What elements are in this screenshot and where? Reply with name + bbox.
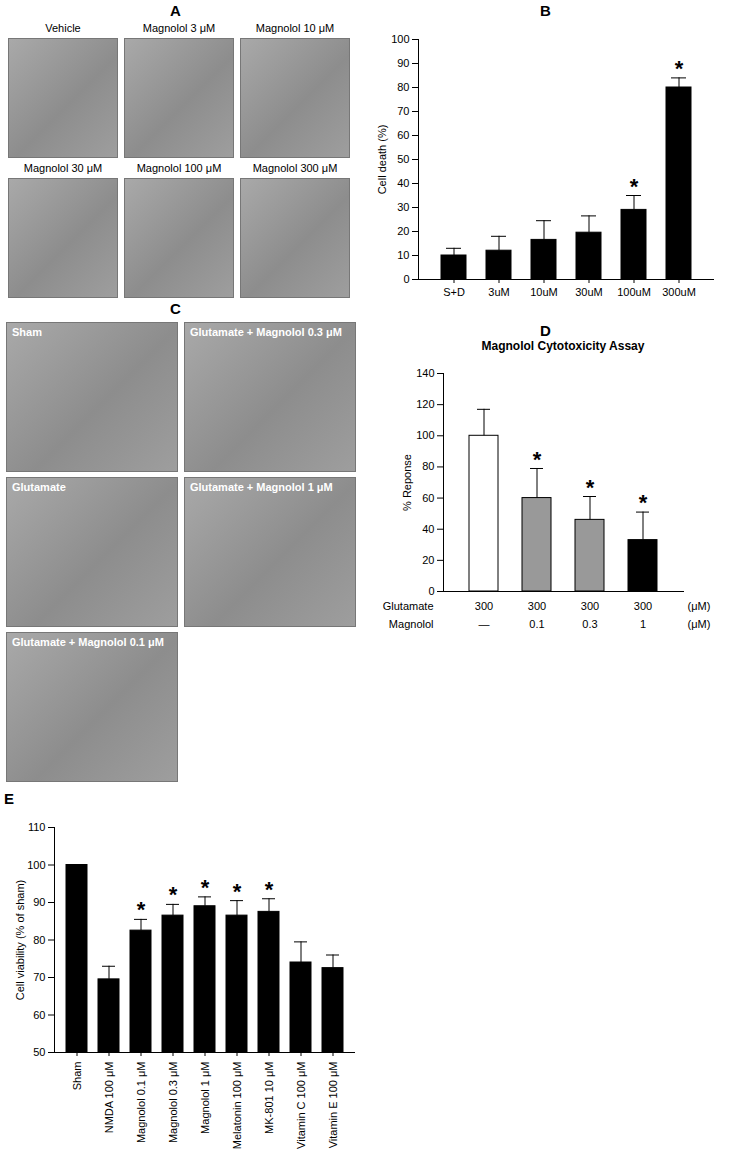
svg-text:50: 50 [397,153,409,165]
svg-text:30uM: 30uM [575,286,603,298]
svg-text:300: 300 [581,600,599,612]
svg-text:1: 1 [640,618,646,630]
svg-text:10: 10 [397,249,409,261]
svg-text:20: 20 [422,554,434,566]
svg-text:70: 70 [397,105,409,117]
svg-text:Cell viability (% of sham): Cell viability (% of sham) [14,880,26,1000]
svg-text:NMDA 100 μM: NMDA 100 μM [103,1062,115,1134]
html-text:Magnolol 10 μM: Magnolol 10 μM [255,22,335,34]
svg-text:0: 0 [428,585,434,597]
svg-text:40: 40 [397,177,409,189]
svg-text:Magnolol 0.3 μM: Magnolol 0.3 μM [167,1062,179,1144]
svg-text:Cell death (%): Cell death (%) [376,125,388,195]
html-text:Sham: Sham [12,326,42,338]
svg-text:*: * [533,447,542,472]
svg-text:*: * [137,897,146,922]
svg-text:Vitamin C 100 μM: Vitamin C 100 μM [295,1062,307,1149]
svg-text:0.3: 0.3 [582,618,597,630]
html-text:Magnolol Cytotoxicity Assay: Magnolol Cytotoxicity Assay [481,339,645,353]
svg-text:*: * [265,877,274,902]
svg-text:Melatonin 100 μM: Melatonin 100 μM [231,1062,243,1150]
svg-text:*: * [586,475,595,500]
svg-text:10uM: 10uM [530,286,558,298]
svg-text:20: 20 [397,225,409,237]
svg-text:Vitamin E 100 μM: Vitamin E 100 μM [327,1062,339,1149]
svg-text:100uM: 100uM [617,286,651,298]
svg-text:Magnolol 1 μM: Magnolol 1 μM [199,1062,211,1134]
html-text:A: A [170,2,181,19]
html-text:Glutamate + Magnolol 0.3 μM: Glutamate + Magnolol 0.3 μM [190,326,342,338]
svg-text:Sham: Sham [71,1062,83,1091]
html-text:B: B [540,2,551,19]
svg-text:Magnolol: Magnolol [389,618,434,630]
svg-text:140: 140 [416,367,434,379]
svg-text:100: 100 [27,859,45,871]
svg-text:MK-801 10 μM: MK-801 10 μM [263,1062,275,1134]
svg-text:300: 300 [475,600,493,612]
svg-text:30: 30 [397,201,409,213]
svg-text:—: — [479,618,490,630]
svg-text:60: 60 [422,492,434,504]
svg-text:300: 300 [634,600,652,612]
svg-text:% Reponse: % Reponse [401,454,413,511]
svg-text:300uM: 300uM [662,286,696,298]
svg-text:60: 60 [397,129,409,141]
svg-text:0: 0 [403,273,409,285]
svg-text:0.1: 0.1 [529,618,544,630]
html-text:C: C [170,300,181,317]
svg-text:80: 80 [33,934,45,946]
svg-text:110: 110 [28,821,46,833]
svg-text:100: 100 [391,33,409,45]
svg-text:Glutamate: Glutamate [383,600,434,612]
svg-text:Magnolol 0.1 μM: Magnolol 0.1 μM [135,1062,147,1144]
html-text:Glutamate + Magnolol 0.1 μM: Glutamate + Magnolol 0.1 μM [12,636,164,648]
svg-text:*: * [233,879,242,904]
svg-text:*: * [675,56,684,81]
svg-text:80: 80 [397,81,409,93]
svg-text:120: 120 [416,398,434,410]
svg-text:80: 80 [422,460,434,472]
svg-text:100: 100 [416,429,434,441]
html-text:D: D [540,322,551,339]
html-text:E: E [4,790,14,807]
svg-text:*: * [201,875,210,900]
html-text:Vehicle: Vehicle [45,22,81,34]
html-text:Glutamate + Magnolol 1 μM: Glutamate + Magnolol 1 μM [190,481,333,493]
svg-text:S+D: S+D [443,286,465,298]
svg-text:*: * [169,882,178,907]
svg-text:*: * [639,490,648,515]
svg-text:(μM): (μM) [688,600,711,612]
svg-text:50: 50 [33,1046,45,1058]
html-text:Magnolol 300 μM: Magnolol 300 μM [252,162,338,174]
svg-text:(μM): (μM) [688,618,711,630]
svg-text:300: 300 [528,600,546,612]
svg-text:60: 60 [33,1009,45,1021]
svg-text:40: 40 [422,523,434,535]
html-text:Magnolol 100 μM: Magnolol 100 μM [136,162,222,174]
html-text:Magnolol 3 μM: Magnolol 3 μM [142,22,216,34]
svg-text:70: 70 [33,971,45,983]
html-text:Magnolol 30 μM: Magnolol 30 μM [23,162,103,174]
svg-text:*: * [630,174,639,199]
html-text:Glutamate: Glutamate [12,481,66,493]
svg-text:90: 90 [397,57,409,69]
svg-text:3uM: 3uM [488,286,509,298]
svg-text:90: 90 [33,896,45,908]
